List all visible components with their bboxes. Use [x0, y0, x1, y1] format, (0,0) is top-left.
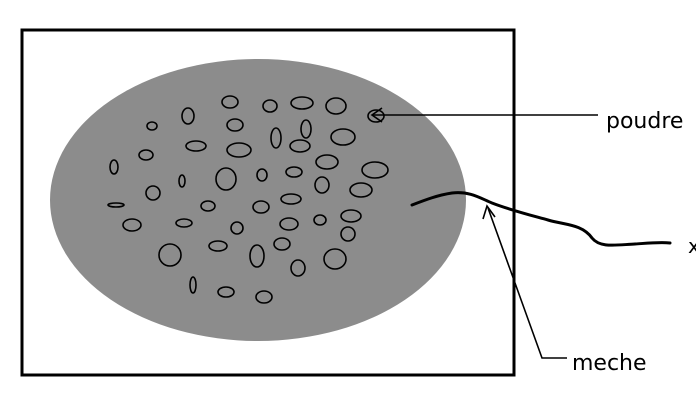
powder-grain: [262, 99, 278, 113]
powder-grain: [185, 140, 207, 152]
powder-grain: [215, 167, 237, 191]
fuse-line: [410, 191, 672, 247]
powder-grain: [189, 276, 197, 294]
powder-grain: [158, 243, 182, 267]
powder-label: poudre: [606, 109, 683, 134]
powder-grain: [273, 237, 291, 251]
cropped-edge-label: x: [688, 234, 696, 258]
powder-grain: [221, 95, 239, 109]
powder-grain: [256, 168, 268, 182]
powder-grain: [138, 149, 154, 161]
powder-grain: [289, 139, 311, 153]
powder-grain: [330, 128, 356, 146]
powder-grain: [315, 154, 339, 170]
powder-grain: [361, 161, 389, 179]
powder-grain: [323, 248, 347, 270]
powder-grains: [107, 95, 389, 304]
powder-grain: [226, 118, 244, 132]
powder-grain: [255, 290, 273, 304]
container-box: [20, 28, 516, 377]
powder-grain: [279, 217, 299, 231]
powder-grain: [313, 214, 327, 226]
powder-grain: [145, 185, 161, 201]
powder-grain: [340, 209, 362, 223]
powder-grain: [175, 218, 193, 228]
powder-grain: [290, 96, 314, 110]
powder-grain: [109, 159, 119, 175]
powder-grain: [122, 218, 142, 232]
powder-grain: [325, 97, 347, 115]
powder-grain: [349, 182, 373, 198]
powder-grain: [230, 221, 244, 235]
powder-grain: [290, 259, 306, 277]
powder-grain: [217, 286, 235, 298]
powder-grain: [226, 142, 252, 158]
fuse-arrow-head: [482, 204, 496, 220]
powder-grain: [249, 244, 265, 268]
powder-mass: [50, 59, 466, 341]
powder-grain: [146, 121, 158, 131]
powder-grain: [200, 200, 216, 212]
powder-grain: [107, 202, 125, 208]
powder-grain: [252, 200, 270, 214]
powder-arrow-head: [370, 107, 383, 123]
powder-grain: [367, 109, 385, 123]
fuse-arrow-line: [487, 207, 567, 359]
powder-grain: [280, 193, 302, 205]
fuse-label: meche: [572, 351, 647, 376]
powder-grain: [181, 107, 195, 125]
powder-grain: [340, 226, 356, 242]
powder-grain: [270, 127, 282, 149]
powder-grain: [178, 174, 186, 188]
powder-grain: [314, 176, 330, 194]
powder-grain: [285, 166, 303, 178]
powder-grain: [208, 240, 228, 252]
powder-grain: [300, 119, 312, 139]
